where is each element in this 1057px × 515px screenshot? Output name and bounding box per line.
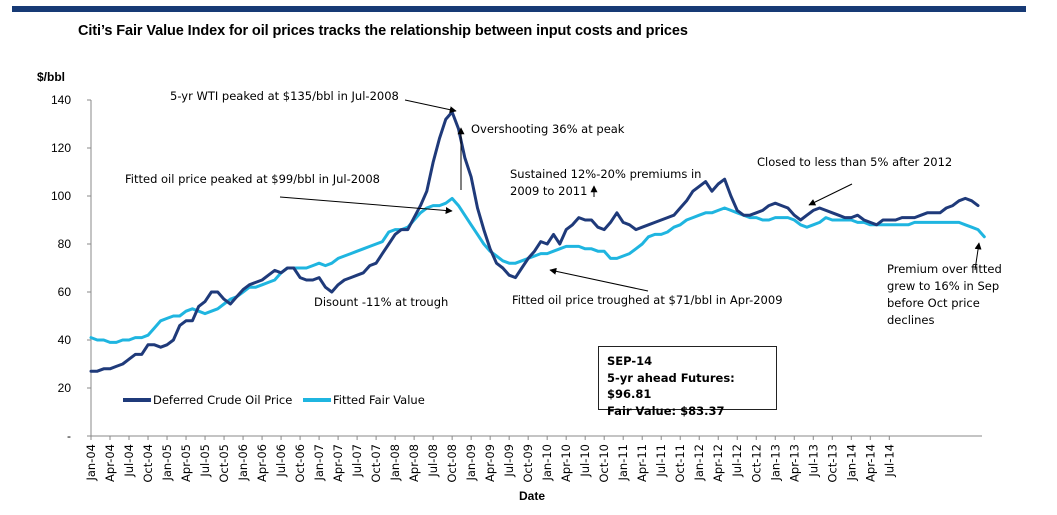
y-tick-label: - [67, 429, 71, 443]
x-tick-label: Oct-10 [597, 444, 611, 483]
x-tick-label: Jul-08 [426, 444, 440, 478]
x-tick-label: Apr-11 [635, 444, 649, 482]
annotation-premium-1: Premium over fitted [887, 262, 1002, 276]
x-tick-label: Apr-12 [711, 444, 725, 482]
x-tick-label: Jul-07 [350, 444, 364, 478]
x-tick-label: Jul-09 [502, 444, 516, 478]
y-tick-label: 20 [58, 381, 72, 395]
x-tick-label: Apr-07 [331, 444, 345, 482]
y-tick-label: 60 [58, 285, 72, 299]
arrow-fitted-peak [279, 196, 453, 214]
x-tick-label: Apr-04 [103, 444, 117, 482]
legend-label-deferred: Deferred Crude Oil Price [153, 393, 293, 407]
annotation-premium-3: before Oct price [887, 296, 980, 310]
chart-title: Citi’s Fair Value Index for oil prices t… [78, 23, 688, 39]
annotation-premium: Premium over fitted grew to 16% in Sep b… [887, 261, 1002, 329]
x-tick-label: Jan-06 [236, 444, 250, 482]
info-box-date: SEP-14 [607, 354, 653, 368]
y-tick-label: 120 [51, 141, 71, 155]
header-rule [12, 6, 1026, 12]
x-tick-label: Jan-04 [84, 444, 98, 482]
legend-item-fitted: Fitted Fair Value [303, 393, 425, 407]
arrow-premium [974, 242, 982, 271]
x-tick-label: Oct-08 [445, 444, 459, 483]
x-tick-label: Apr-05 [179, 444, 193, 482]
legend-swatch-deferred [123, 398, 151, 402]
x-axis-title: Date [519, 489, 546, 503]
arrow-fitted-trough [549, 267, 649, 292]
annotation-discount: Disount -11% at trough [314, 295, 449, 309]
x-tick-label: Oct-07 [369, 444, 383, 483]
y-tick-label: 140 [51, 93, 71, 107]
x-tick-label: Oct-09 [521, 444, 535, 483]
x-tick-label: Apr-14 [863, 444, 877, 482]
y-tick-label: 100 [51, 189, 71, 203]
x-tick-label: Apr-08 [407, 444, 421, 482]
x-tick-label: Jul-12 [730, 444, 744, 478]
x-tick-label: Jan-10 [540, 444, 554, 482]
x-tick-label: Jul-14 [882, 444, 896, 478]
x-tick-label: Jan-14 [844, 444, 858, 482]
x-tick-label: Jan-13 [768, 444, 782, 482]
x-tick-label: Jan-07 [312, 444, 326, 482]
x-tick-label: Oct-12 [749, 444, 763, 483]
x-tick-label: Jul-11 [654, 444, 668, 478]
annotation-fitted-trough: Fitted oil price troughed at $71/bbl in … [512, 293, 783, 307]
legend-item-deferred: Deferred Crude Oil Price [123, 393, 292, 407]
x-tick-label: Oct-11 [673, 444, 687, 483]
annotation-wti-peak: 5-yr WTI peaked at $135/bbl in Jul-2008 [170, 89, 399, 103]
legend-label-fitted: Fitted Fair Value [333, 393, 425, 407]
info-box: SEP-14 5-yr ahead Futures: $96.81 Fair V… [598, 346, 777, 418]
annotation-sustained-1: Sustained 12%-20% premiums in [510, 167, 702, 181]
annotation-premium-4: declines [887, 313, 935, 327]
x-tick-label: Jan-12 [692, 444, 706, 482]
x-tick-label: Oct-05 [217, 444, 231, 483]
annotation-fitted-peak: Fitted oil price peaked at $99/bbl in Ju… [125, 172, 380, 186]
annotation-closed: Closed to less than 5% after 2012 [757, 155, 953, 169]
x-tick-label: Apr-13 [787, 444, 801, 482]
series-line-deferred-crude-oil-price [89, 110, 980, 373]
annotation-overshoot: Overshooting 36% at peak [471, 122, 625, 136]
x-tick-label: Jul-06 [274, 444, 288, 478]
y-axis-unit-label: $/bbl [37, 70, 66, 84]
y-tick-label: 40 [58, 333, 72, 347]
arrow-wti-peak [404, 99, 457, 114]
x-tick-label: Apr-09 [483, 444, 497, 482]
x-tick-label: Oct-06 [293, 444, 307, 483]
x-tick-label: Apr-06 [255, 444, 269, 482]
info-box-futures: 5-yr ahead Futures: $96.81 [607, 370, 735, 402]
x-tick-label: Jul-05 [198, 444, 212, 478]
x-tick-label: Jul-10 [578, 444, 592, 478]
annotation-premium-2: grew to 16% in Sep [887, 279, 1000, 293]
x-tick-label: Jul-13 [806, 444, 820, 478]
y-tick-label: 80 [58, 237, 72, 251]
arrow-closed [808, 183, 853, 206]
x-tick-label: Jul-04 [122, 444, 136, 478]
x-tick-label: Jan-05 [160, 444, 174, 482]
x-tick-label: Oct-13 [825, 444, 839, 483]
x-tick-label: Apr-10 [559, 444, 573, 482]
annotation-sustained-2: 2009 to 2011 [510, 184, 588, 198]
x-tick-label: Jan-11 [616, 444, 630, 482]
x-tick-label: Jan-09 [464, 444, 478, 482]
x-tick-label: Jan-08 [388, 444, 402, 482]
legend-swatch-fitted [303, 398, 331, 402]
series-line-fitted-fair-value [89, 196, 986, 344]
info-box-fair-value: Fair Value: $83.37 [607, 403, 725, 418]
x-tick-label: Oct-04 [141, 444, 155, 483]
